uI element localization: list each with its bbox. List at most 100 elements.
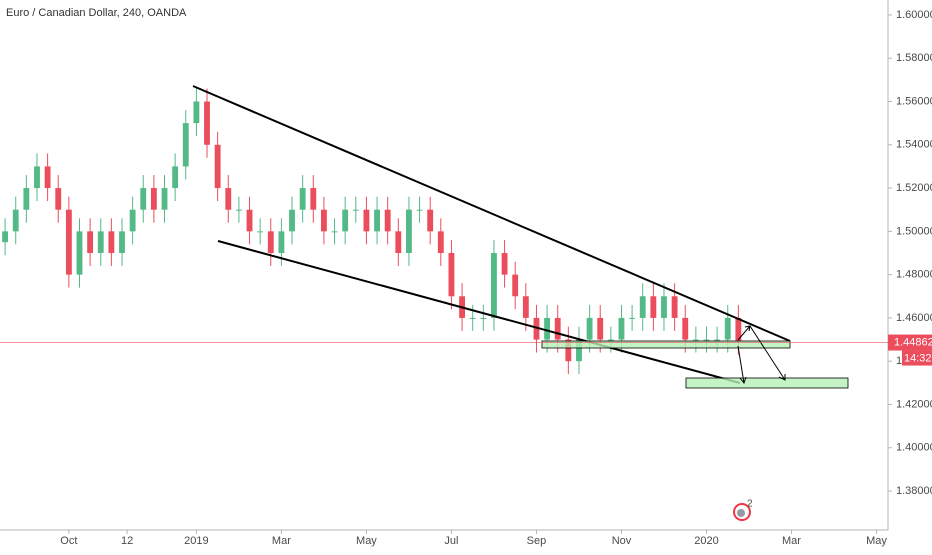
- candle-body: [724, 317, 731, 340]
- events-icon: [737, 509, 745, 517]
- candle-body: [342, 209, 349, 232]
- arrow-head: [778, 374, 786, 381]
- candle-body: [278, 231, 285, 253]
- chart-title: Euro / Canadian Dollar, 240, OANDA: [6, 7, 187, 19]
- candle-body: [44, 166, 51, 189]
- candle-body: [427, 209, 434, 232]
- candle-body: [2, 231, 9, 243]
- candle-body: [533, 317, 540, 340]
- y-tick-label: 1.46000: [896, 312, 932, 324]
- candle-body: [565, 339, 572, 362]
- x-tick-label: Mar: [272, 535, 291, 547]
- candle-body: [55, 188, 62, 210]
- x-tick-label: May: [866, 535, 887, 547]
- y-tick-label: 1.42000: [896, 398, 932, 410]
- candle-body: [639, 296, 646, 318]
- candle-body: [310, 188, 317, 210]
- candle-body: [129, 209, 136, 232]
- candle-body: [161, 188, 168, 210]
- support-zone: [541, 340, 791, 349]
- candle-body: [23, 188, 30, 210]
- candle-body: [480, 317, 487, 319]
- candle-body: [671, 296, 678, 318]
- y-tick-label: 1.52000: [896, 182, 932, 194]
- candle-body: [289, 209, 295, 232]
- candle-body: [12, 209, 19, 232]
- x-tick-label: 12: [121, 535, 133, 547]
- y-tick-label: 1.60000: [896, 9, 932, 21]
- candles: [2, 88, 742, 375]
- candle-body: [448, 252, 455, 297]
- candle-body: [246, 209, 253, 232]
- candle-body: [320, 209, 327, 232]
- x-tick-label: Jul: [444, 535, 458, 547]
- x-tick-label: 2019: [184, 535, 208, 547]
- candle-body: [225, 188, 232, 210]
- arrow-head: [739, 376, 747, 385]
- x-tick-label: Oct: [60, 535, 77, 547]
- candle-body: [34, 166, 40, 189]
- candle-body: [491, 252, 497, 318]
- arrow-up: [737, 325, 751, 341]
- candle-body: [182, 123, 189, 167]
- candle-body: [692, 339, 699, 341]
- candle-body: [299, 188, 306, 210]
- candle-body: [607, 339, 614, 341]
- candle-body: [384, 209, 391, 232]
- candle-body: [204, 101, 210, 145]
- candle-body: [119, 231, 125, 253]
- candle-body: [172, 166, 179, 189]
- events-count: 2: [747, 499, 753, 510]
- countdown-badge: [902, 350, 932, 366]
- candle-body: [257, 231, 264, 233]
- x-tick-label: Mar: [782, 535, 801, 547]
- candle-body: [267, 231, 274, 253]
- candle-body: [469, 317, 476, 319]
- projection-arrows: [737, 325, 786, 385]
- candle-body: [618, 317, 625, 340]
- candle-body: [87, 231, 94, 253]
- y-tick-label: 1.54000: [896, 139, 932, 151]
- candle-body: [703, 339, 710, 341]
- candle-body: [586, 317, 593, 340]
- candle-body: [682, 317, 689, 340]
- candle-body: [140, 188, 147, 210]
- y-tick-label: 1.48000: [896, 269, 932, 281]
- candle-body: [374, 209, 380, 232]
- arrow-down: [737, 345, 745, 384]
- x-tick-label: May: [356, 535, 377, 547]
- candle-body: [576, 339, 582, 362]
- last-price-label: 1.44862: [894, 336, 932, 348]
- countdown-label: 14:32: [904, 352, 932, 364]
- candle-body: [650, 296, 657, 318]
- candle-body: [597, 317, 604, 340]
- last-price-badge: [888, 334, 932, 351]
- candle-body: [65, 209, 72, 275]
- candle-body: [108, 231, 115, 253]
- y-tick-label: 1.58000: [896, 52, 932, 64]
- candle-body: [150, 188, 157, 210]
- x-tick-label: Nov: [612, 535, 632, 547]
- candle-body: [395, 231, 402, 253]
- candle-body: [714, 339, 721, 341]
- lower-trendline: [217, 240, 741, 384]
- arrow-down: [749, 325, 786, 381]
- candle-body: [661, 296, 667, 318]
- y-tick-label: 1.50000: [896, 225, 932, 237]
- candle-body: [214, 144, 221, 189]
- candle-body: [331, 231, 338, 233]
- candle-body: [735, 317, 742, 342]
- target-zone: [685, 377, 849, 389]
- candle-body: [406, 209, 412, 253]
- candle-body: [629, 317, 636, 319]
- y-tick-label: 1.40000: [896, 442, 932, 454]
- candle-body: [416, 209, 423, 211]
- y-tick-label: 1.38000: [896, 485, 932, 497]
- candle-body: [437, 231, 444, 253]
- candle-body: [544, 317, 551, 340]
- candle-body: [501, 252, 508, 275]
- candle-body: [193, 101, 200, 124]
